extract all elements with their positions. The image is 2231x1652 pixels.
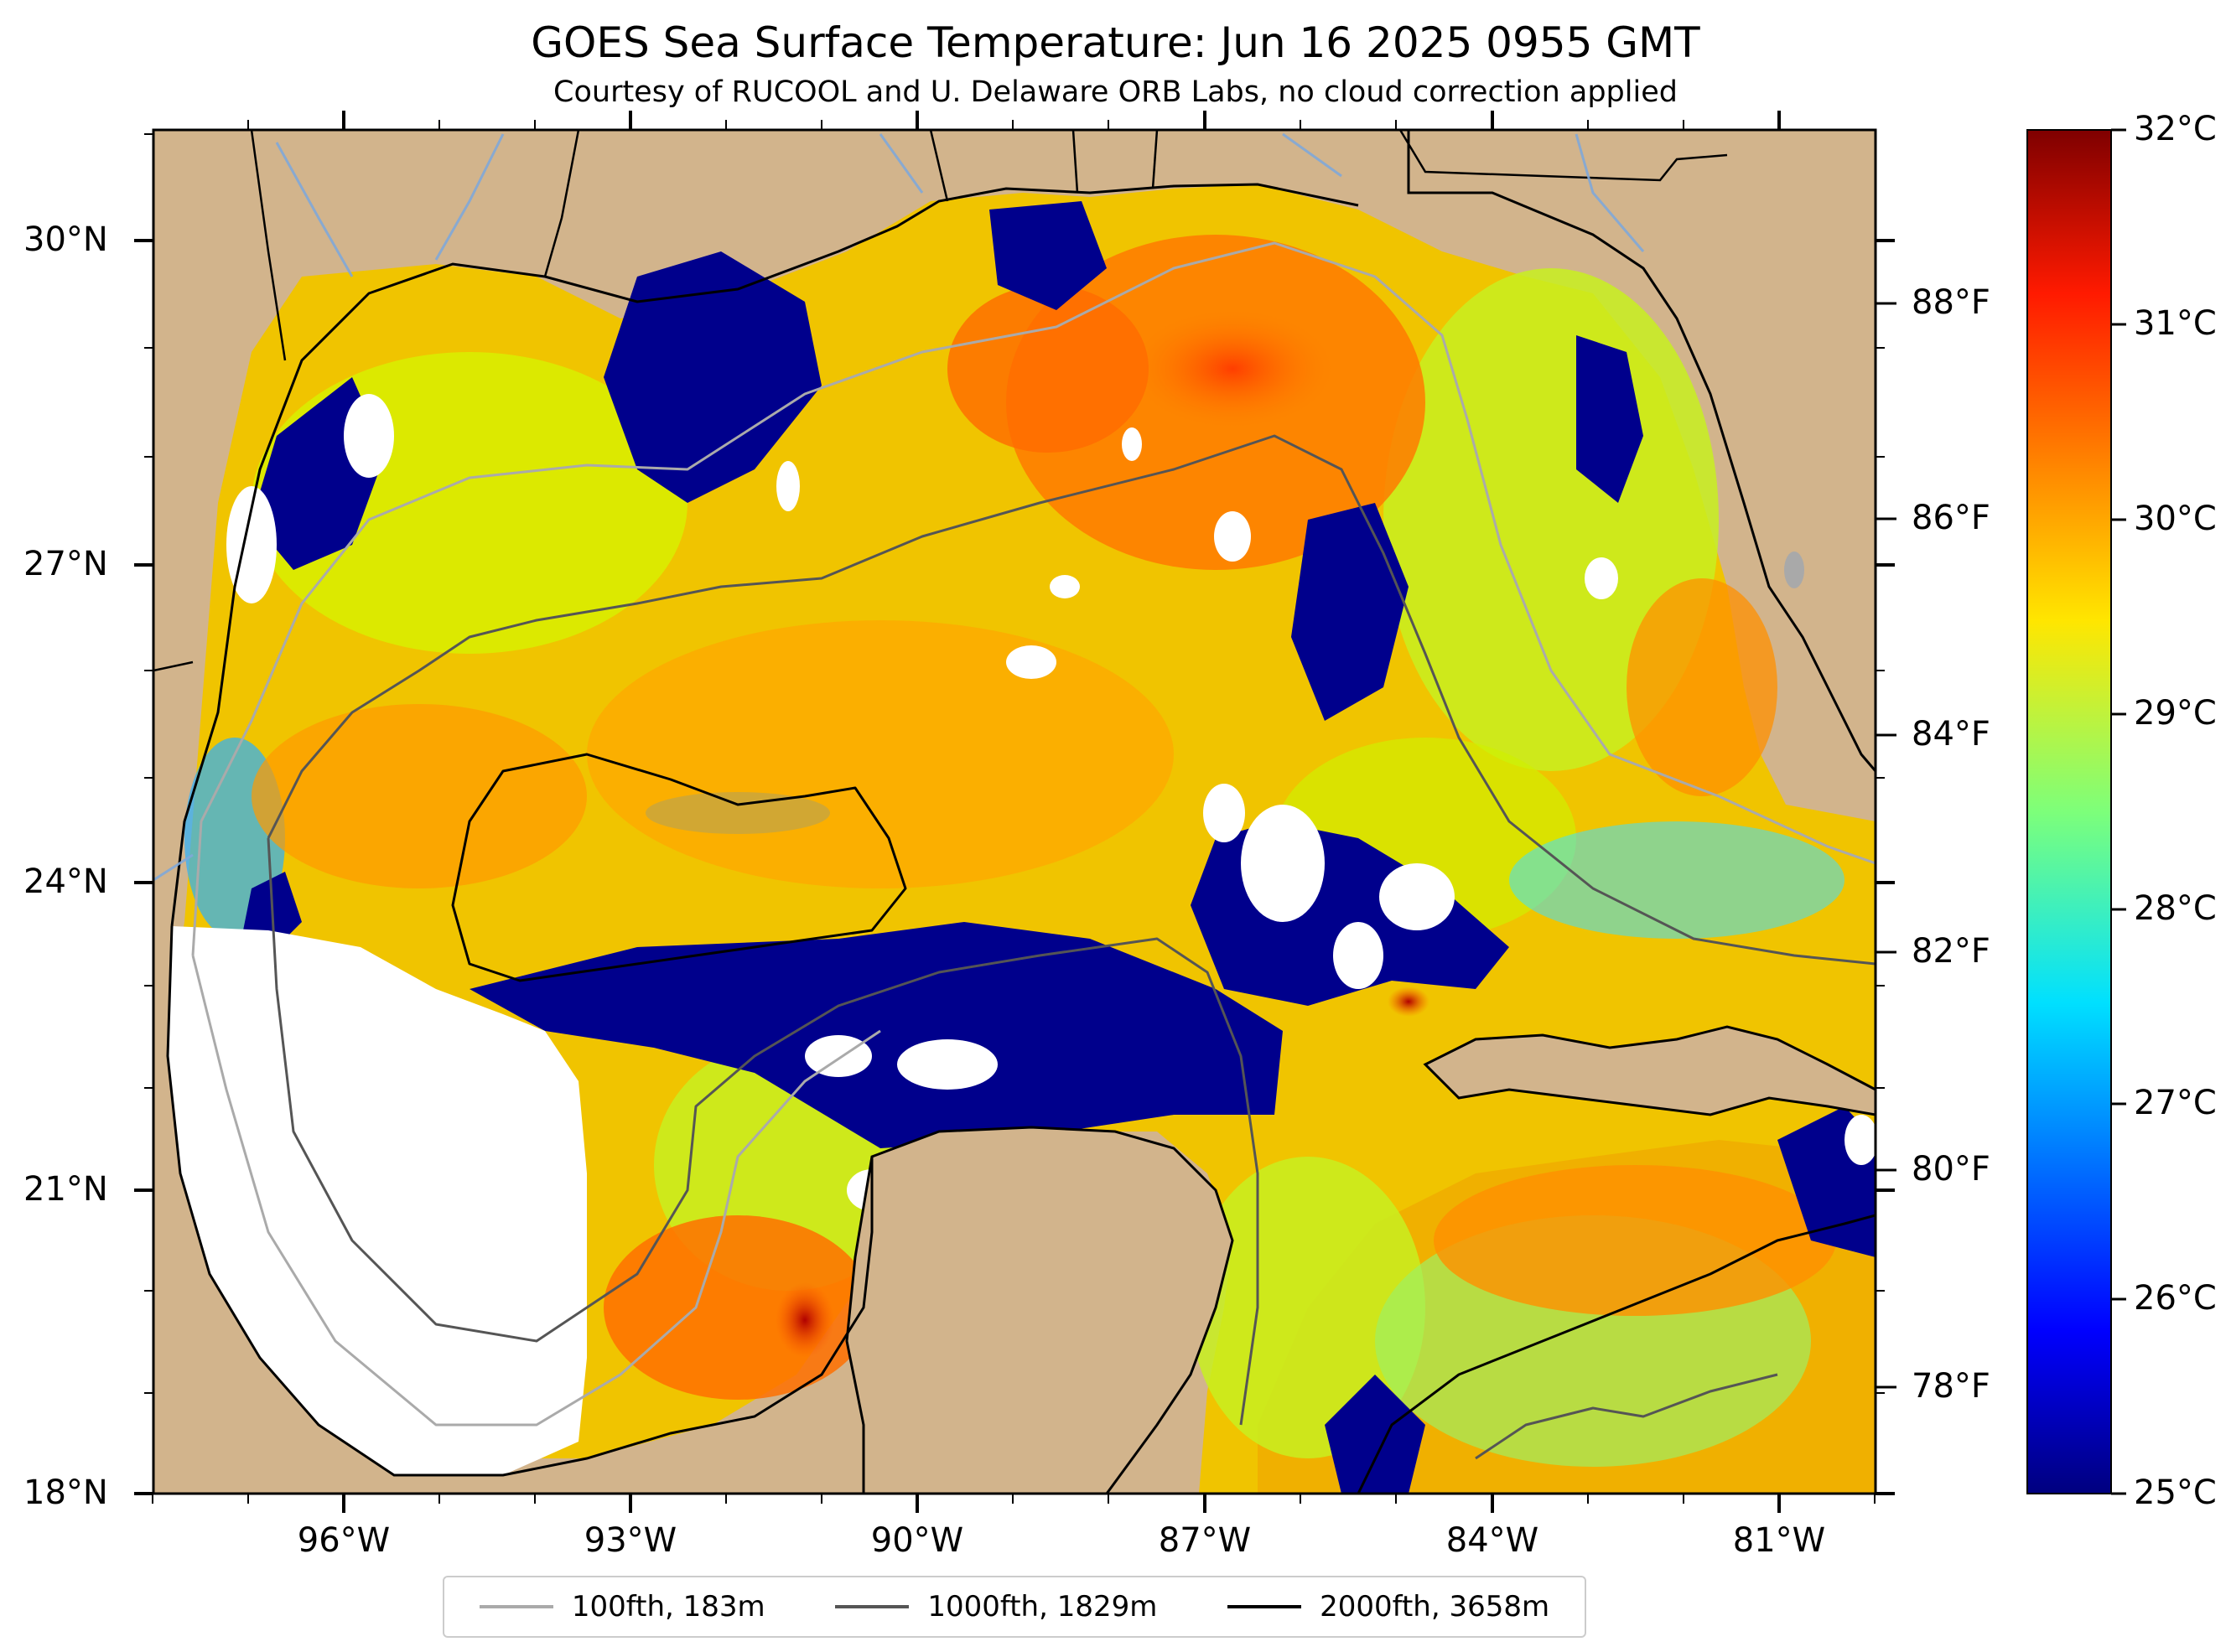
cb-label-28: 28°C bbox=[2134, 889, 2217, 928]
legend-item-1000fth: 1000fth, 1829m bbox=[835, 1590, 1157, 1624]
legend-line-100fth bbox=[479, 1605, 553, 1608]
yucatan-land bbox=[845, 1126, 1234, 1494]
map-frame bbox=[152, 128, 1877, 1495]
colorbar-ticks bbox=[2111, 128, 2126, 1495]
legend-line-2000fth bbox=[1227, 1605, 1302, 1608]
legend-item-2000fth: 2000fth, 3658m bbox=[1227, 1590, 1549, 1624]
f-label-88: 88°F bbox=[1912, 283, 1990, 322]
cb-label-30: 30°C bbox=[2134, 500, 2217, 538]
lon-label-96: 96°W bbox=[297, 1521, 391, 1560]
cb-label-26: 26°C bbox=[2134, 1279, 2217, 1318]
cb-label-32: 32°C bbox=[2134, 110, 2217, 148]
legend-line-1000fth bbox=[835, 1605, 910, 1608]
cb-label-31: 31°C bbox=[2134, 304, 2217, 343]
contour-legend: 100fth, 183m 1000fth, 1829m 2000fth, 365… bbox=[443, 1576, 1586, 1638]
f-label-78: 78°F bbox=[1912, 1367, 1990, 1406]
colorbar bbox=[2026, 129, 2112, 1494]
legend-label: 100fth, 183m bbox=[571, 1590, 765, 1624]
lon-label-84: 84°W bbox=[1445, 1521, 1539, 1560]
lon-label-90: 90°W bbox=[870, 1521, 964, 1560]
f-label-82: 82°F bbox=[1912, 932, 1990, 971]
lat-label-24: 24°N bbox=[23, 862, 108, 901]
legend-item-100fth: 100fth, 183m bbox=[479, 1590, 765, 1624]
map-subtitle: Courtesy of RUCOOL and U. Delaware ORB L… bbox=[553, 75, 1678, 109]
lon-label-87: 87°W bbox=[1158, 1521, 1252, 1560]
lat-ticks bbox=[134, 239, 1895, 1495]
f-label-84: 84°F bbox=[1912, 715, 1990, 753]
cb-label-25: 25°C bbox=[2134, 1473, 2217, 1512]
lat-label-18: 18°N bbox=[23, 1473, 108, 1512]
lat-label-30: 30°N bbox=[23, 220, 108, 259]
cloud-mask bbox=[168, 926, 587, 1475]
legend-label: 1000fth, 1829m bbox=[927, 1590, 1158, 1624]
lat-label-21: 21°N bbox=[23, 1170, 108, 1209]
map-title: GOES Sea Surface Temperature: Jun 16 202… bbox=[531, 18, 1700, 67]
cb-label-29: 29°C bbox=[2134, 694, 2217, 733]
lon-label-93: 93°W bbox=[584, 1521, 677, 1560]
f-label-86: 86°F bbox=[1912, 499, 1990, 537]
legend-label: 2000fth, 3658m bbox=[1320, 1590, 1550, 1624]
cb-label-27: 27°C bbox=[2134, 1084, 2217, 1122]
lon-ticks bbox=[342, 111, 1781, 1513]
cuba-land bbox=[1423, 1025, 1876, 1116]
lat-label-27: 27°N bbox=[23, 545, 108, 583]
florida-land bbox=[1407, 130, 1876, 774]
f-label-80: 80°F bbox=[1912, 1150, 1990, 1189]
lon-label-81: 81°W bbox=[1732, 1521, 1826, 1560]
